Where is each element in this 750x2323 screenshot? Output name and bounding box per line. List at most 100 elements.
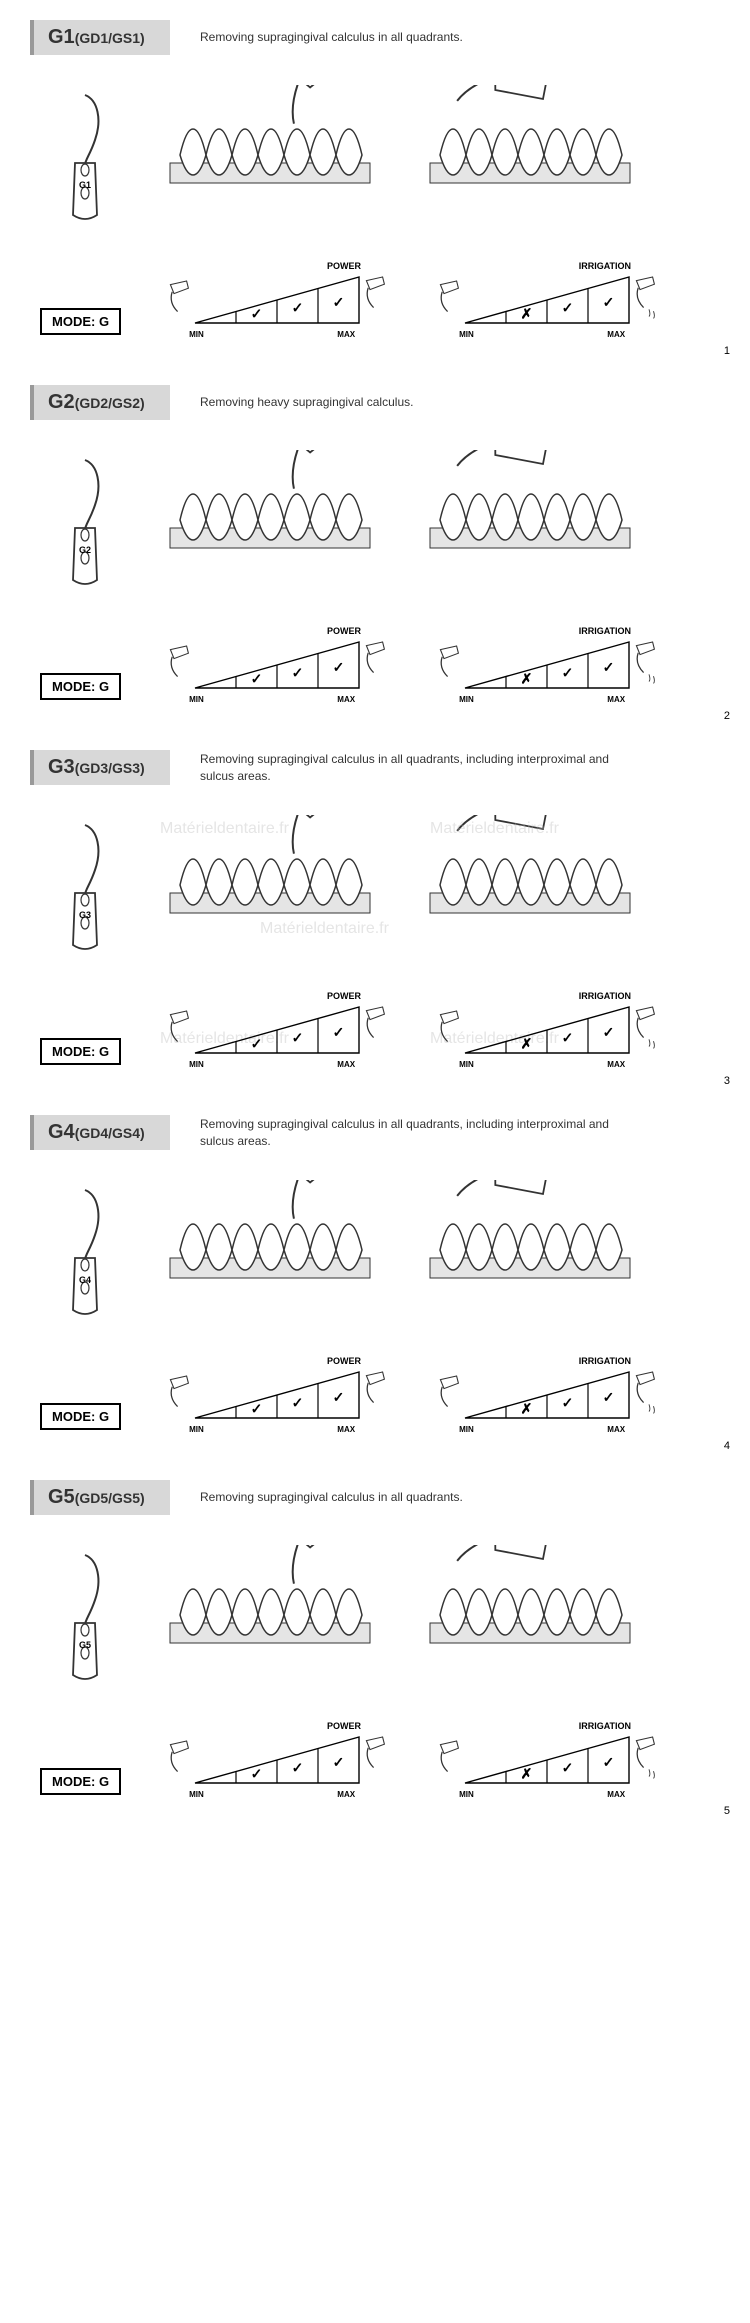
irrigation-label: IRRIGATION — [579, 626, 631, 636]
section-g5: G5(GD5/GS5) Removing supragingival calcu… — [0, 1460, 750, 1825]
section-header: G1(GD1/GS1) Removing supragingival calcu… — [30, 20, 720, 55]
section-g4: G4(GD4/GS4) Removing supragingival calcu… — [0, 1095, 750, 1460]
title-main: G1 — [48, 26, 75, 48]
illustration-row: G2 — [50, 450, 720, 590]
section-description: Removing supragingival calculus in all q… — [200, 751, 620, 785]
max-label: MAX — [337, 330, 355, 339]
irrigation-scale: IRRIGATION ✗✓✓ MIN MAX — [431, 1725, 661, 1795]
usage-illustration-1 — [160, 450, 380, 590]
section-g2: G2(GD2/GS2) Removing heavy supragingival… — [0, 365, 750, 730]
tip-label: G2 — [50, 545, 120, 555]
irrigation-scale: IRRIGATION ✗✓✓ MIN MAX — [431, 1360, 661, 1430]
section-header: G2(GD2/GS2) Removing heavy supragingival… — [30, 385, 720, 420]
usage-illustration-1 — [160, 815, 380, 955]
illustration-row: G5 — [50, 1545, 720, 1685]
max-label: MAX — [337, 1790, 355, 1799]
min-label: MIN — [459, 1060, 474, 1069]
usage-illustration-2 — [420, 85, 640, 225]
irrigation-scale: IRRIGATION ✗✓✓ MIN MAX — [431, 265, 661, 335]
title-sub: (GD3/GS3) — [75, 760, 145, 776]
tip-icon: G3 — [50, 815, 120, 955]
min-label: MIN — [459, 695, 474, 704]
power-scale: POWER ✓✓✓ MIN MAX — [161, 265, 391, 335]
tip-icon: G2 — [50, 450, 120, 590]
mode-box: MODE: G — [40, 1038, 121, 1065]
mode-box: MODE: G — [40, 1403, 121, 1430]
section-header: G5(GD5/GS5) Removing supragingival calcu… — [30, 1480, 720, 1515]
tip-icon: G1 — [50, 85, 120, 225]
tip-icon: G5 — [50, 1545, 120, 1685]
svg-text:✗: ✗ — [521, 305, 533, 321]
svg-text:✓: ✓ — [251, 670, 263, 686]
section-g1: G1(GD1/GS1) Removing supragingival calcu… — [0, 0, 750, 365]
min-label: MIN — [189, 695, 204, 704]
mode-box: MODE: G — [40, 308, 121, 335]
power-label: POWER — [327, 261, 361, 271]
svg-text:✓: ✓ — [603, 659, 615, 675]
usage-illustration-1 — [160, 1180, 380, 1320]
controls-row: MODE: G POWER ✓✓✓ MIN MAX IRRIGATION ✗✓✓… — [40, 995, 720, 1065]
usage-illustration-2 — [420, 1545, 640, 1685]
svg-text:✓: ✓ — [292, 665, 304, 681]
svg-text:✓: ✓ — [333, 1024, 345, 1040]
power-label: POWER — [327, 626, 361, 636]
svg-text:✓: ✓ — [562, 1760, 574, 1776]
section-description: Removing heavy supragingival calculus. — [200, 394, 413, 411]
irrigation-label: IRRIGATION — [579, 1721, 631, 1731]
svg-text:✓: ✓ — [562, 1030, 574, 1046]
svg-text:✓: ✓ — [251, 305, 263, 321]
power-label: POWER — [327, 1356, 361, 1366]
controls-row: MODE: G POWER ✓✓✓ MIN MAX IRRIGATION ✗✓✓… — [40, 1725, 720, 1795]
illustration-row: G3 — [50, 815, 720, 955]
svg-text:✓: ✓ — [333, 294, 345, 310]
min-label: MIN — [189, 1790, 204, 1799]
usage-illustration-1 — [160, 85, 380, 225]
power-scale: POWER ✓✓✓ MIN MAX — [161, 995, 391, 1065]
max-label: MAX — [607, 330, 625, 339]
svg-text:✓: ✓ — [603, 1754, 615, 1770]
mode-box: MODE: G — [40, 1768, 121, 1795]
title-main: G2 — [48, 391, 75, 413]
usage-illustration-2 — [420, 815, 640, 955]
min-label: MIN — [459, 330, 474, 339]
max-label: MAX — [607, 1425, 625, 1434]
irrigation-scale: IRRIGATION ✗✓✓ MIN MAX — [431, 995, 661, 1065]
svg-text:✓: ✓ — [251, 1400, 263, 1416]
max-label: MAX — [607, 1790, 625, 1799]
svg-text:✗: ✗ — [521, 1035, 533, 1051]
page-number: 3 — [724, 1075, 730, 1087]
min-label: MIN — [189, 1425, 204, 1434]
page-number: 4 — [724, 1440, 730, 1452]
max-label: MAX — [337, 1425, 355, 1434]
svg-text:✓: ✓ — [562, 665, 574, 681]
illustration-row: G4 — [50, 1180, 720, 1320]
section-description: Removing supragingival calculus in all q… — [200, 1489, 463, 1506]
min-label: MIN — [189, 1060, 204, 1069]
max-label: MAX — [337, 1060, 355, 1069]
power-label: POWER — [327, 991, 361, 1001]
svg-text:✓: ✓ — [292, 1030, 304, 1046]
power-scale: POWER ✓✓✓ MIN MAX — [161, 1360, 391, 1430]
section-description: Removing supragingival calculus in all q… — [200, 29, 463, 46]
illustration-row: G1 — [50, 85, 720, 225]
title-box: G5(GD5/GS5) — [30, 1480, 170, 1515]
section-header: G4(GD4/GS4) Removing supragingival calcu… — [30, 1115, 720, 1150]
tip-icon: G4 — [50, 1180, 120, 1320]
title-sub: (GD4/GS4) — [75, 1125, 145, 1141]
svg-text:✓: ✓ — [333, 1389, 345, 1405]
svg-text:✓: ✓ — [562, 300, 574, 316]
controls-row: MODE: G POWER ✓✓✓ MIN MAX IRRIGATION ✗✓✓… — [40, 265, 720, 335]
svg-text:✓: ✓ — [603, 294, 615, 310]
svg-text:✗: ✗ — [521, 670, 533, 686]
max-label: MAX — [337, 695, 355, 704]
max-label: MAX — [607, 1060, 625, 1069]
controls-row: MODE: G POWER ✓✓✓ MIN MAX IRRIGATION ✗✓✓… — [40, 1360, 720, 1430]
min-label: MIN — [189, 330, 204, 339]
title-sub: (GD5/GS5) — [75, 1490, 145, 1506]
irrigation-label: IRRIGATION — [579, 1356, 631, 1366]
svg-text:✓: ✓ — [562, 1395, 574, 1411]
svg-text:✗: ✗ — [521, 1765, 533, 1781]
usage-illustration-1 — [160, 1545, 380, 1685]
svg-text:✓: ✓ — [292, 1395, 304, 1411]
min-label: MIN — [459, 1425, 474, 1434]
